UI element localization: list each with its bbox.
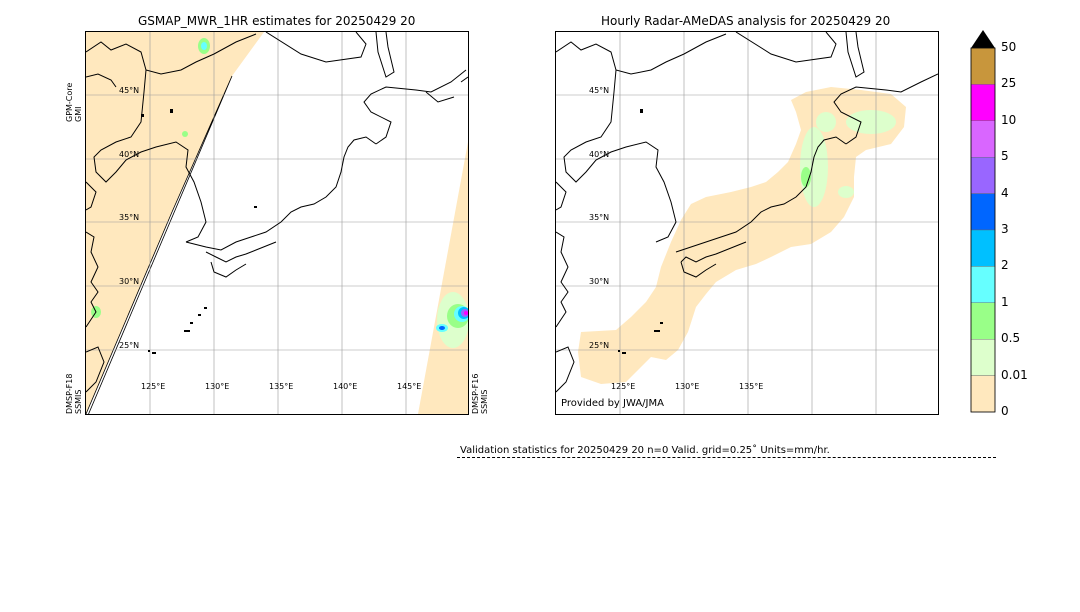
right-coastlines bbox=[556, 32, 938, 393]
validation-divider bbox=[457, 457, 996, 458]
colorbar-tick-label: 3 bbox=[1001, 222, 1009, 236]
colorbar-segment bbox=[970, 375, 996, 413]
left-map-panel bbox=[85, 31, 469, 415]
colorbar-segment bbox=[970, 156, 996, 194]
right-map-title: Hourly Radar-AMeDAS analysis for 2025042… bbox=[601, 14, 891, 28]
right-lon-label: 130°E bbox=[675, 382, 700, 391]
precip-cell bbox=[464, 311, 468, 315]
left-lon-label: 145°E bbox=[397, 382, 422, 391]
left-lat-label: 45°N bbox=[119, 86, 140, 95]
colorbar-tick-label: 50 bbox=[1001, 40, 1017, 54]
left-gridlines bbox=[86, 32, 468, 414]
sensor-label-bottom-right: DMSP-F16 SSMIS bbox=[471, 373, 489, 414]
precip-cell bbox=[201, 42, 207, 50]
left-lat-label: 35°N bbox=[119, 213, 140, 222]
right-map-canvas bbox=[556, 32, 938, 414]
colorbar-extend-arrow bbox=[971, 30, 995, 48]
colorbar-tick-label: 0 bbox=[1001, 404, 1009, 418]
colorbar-tick-label: 0.01 bbox=[1001, 367, 1028, 382]
left-map-title: GSMAP_MWR_1HR estimates for 20250429 20 bbox=[138, 14, 416, 28]
colorbar-segment bbox=[970, 193, 996, 231]
swath-gmi bbox=[86, 32, 264, 414]
left-lon-label: 135°E bbox=[269, 382, 294, 391]
colorbar-svg bbox=[970, 30, 996, 413]
swath-ssmis bbox=[418, 142, 468, 414]
sensor-label-bottom-left: DMSP-F18 SSMIS bbox=[65, 373, 83, 414]
colorbar-segment bbox=[970, 229, 996, 267]
right-islands bbox=[618, 109, 663, 354]
right-lat-label: 40°N bbox=[589, 150, 610, 159]
left-lon-label: 140°E bbox=[333, 382, 358, 391]
right-lat-label: 25°N bbox=[589, 341, 610, 350]
left-lat-label: 40°N bbox=[119, 150, 140, 159]
colorbar-tick-label: 2 bbox=[1001, 258, 1009, 273]
precip-cell bbox=[439, 326, 445, 330]
colorbar-tick-label: 25 bbox=[1001, 76, 1017, 91]
left-lat-label: 30°N bbox=[119, 277, 140, 286]
right-lon-label: 125°E bbox=[611, 382, 636, 391]
colorbar-tick-label: 1 bbox=[1001, 294, 1009, 309]
colorbar-tick-label: 5 bbox=[1001, 149, 1009, 164]
right-lat-label: 45°N bbox=[589, 86, 610, 95]
colorbar-segment bbox=[970, 266, 996, 303]
right-map-panel bbox=[555, 31, 939, 415]
colorbar-segment bbox=[970, 302, 996, 340]
colorbar-segment bbox=[970, 339, 996, 376]
colorbar-segment bbox=[970, 47, 996, 85]
swath-gmi-edge bbox=[86, 75, 233, 414]
data-credit: Provided by JWA/JMA bbox=[561, 398, 664, 409]
sensor-label-top-left: GPM-Core GMI bbox=[65, 82, 83, 122]
left-coastlines bbox=[86, 32, 468, 393]
colorbar bbox=[970, 30, 996, 414]
left-islands bbox=[141, 109, 257, 354]
precip-cell bbox=[182, 131, 188, 137]
colorbar-tick-label: 4 bbox=[1001, 185, 1009, 200]
left-lon-label: 125°E bbox=[141, 382, 166, 391]
right-lon-label: 135°E bbox=[739, 382, 764, 391]
colorbar-tick-label: 10 bbox=[1001, 112, 1017, 127]
validation-text: Validation statistics for 20250429 20 n=… bbox=[460, 445, 830, 456]
colorbar-segment bbox=[970, 120, 996, 158]
colorbar-segment bbox=[970, 84, 996, 122]
left-lat-label: 25°N bbox=[119, 341, 140, 350]
left-lon-label: 130°E bbox=[205, 382, 230, 391]
colorbar-tick-label: 0.5 bbox=[1001, 331, 1021, 346]
left-map-canvas bbox=[86, 32, 468, 414]
right-lat-label: 35°N bbox=[589, 213, 610, 222]
colorbar-frame bbox=[970, 47, 996, 413]
right-lat-label: 30°N bbox=[589, 277, 610, 286]
